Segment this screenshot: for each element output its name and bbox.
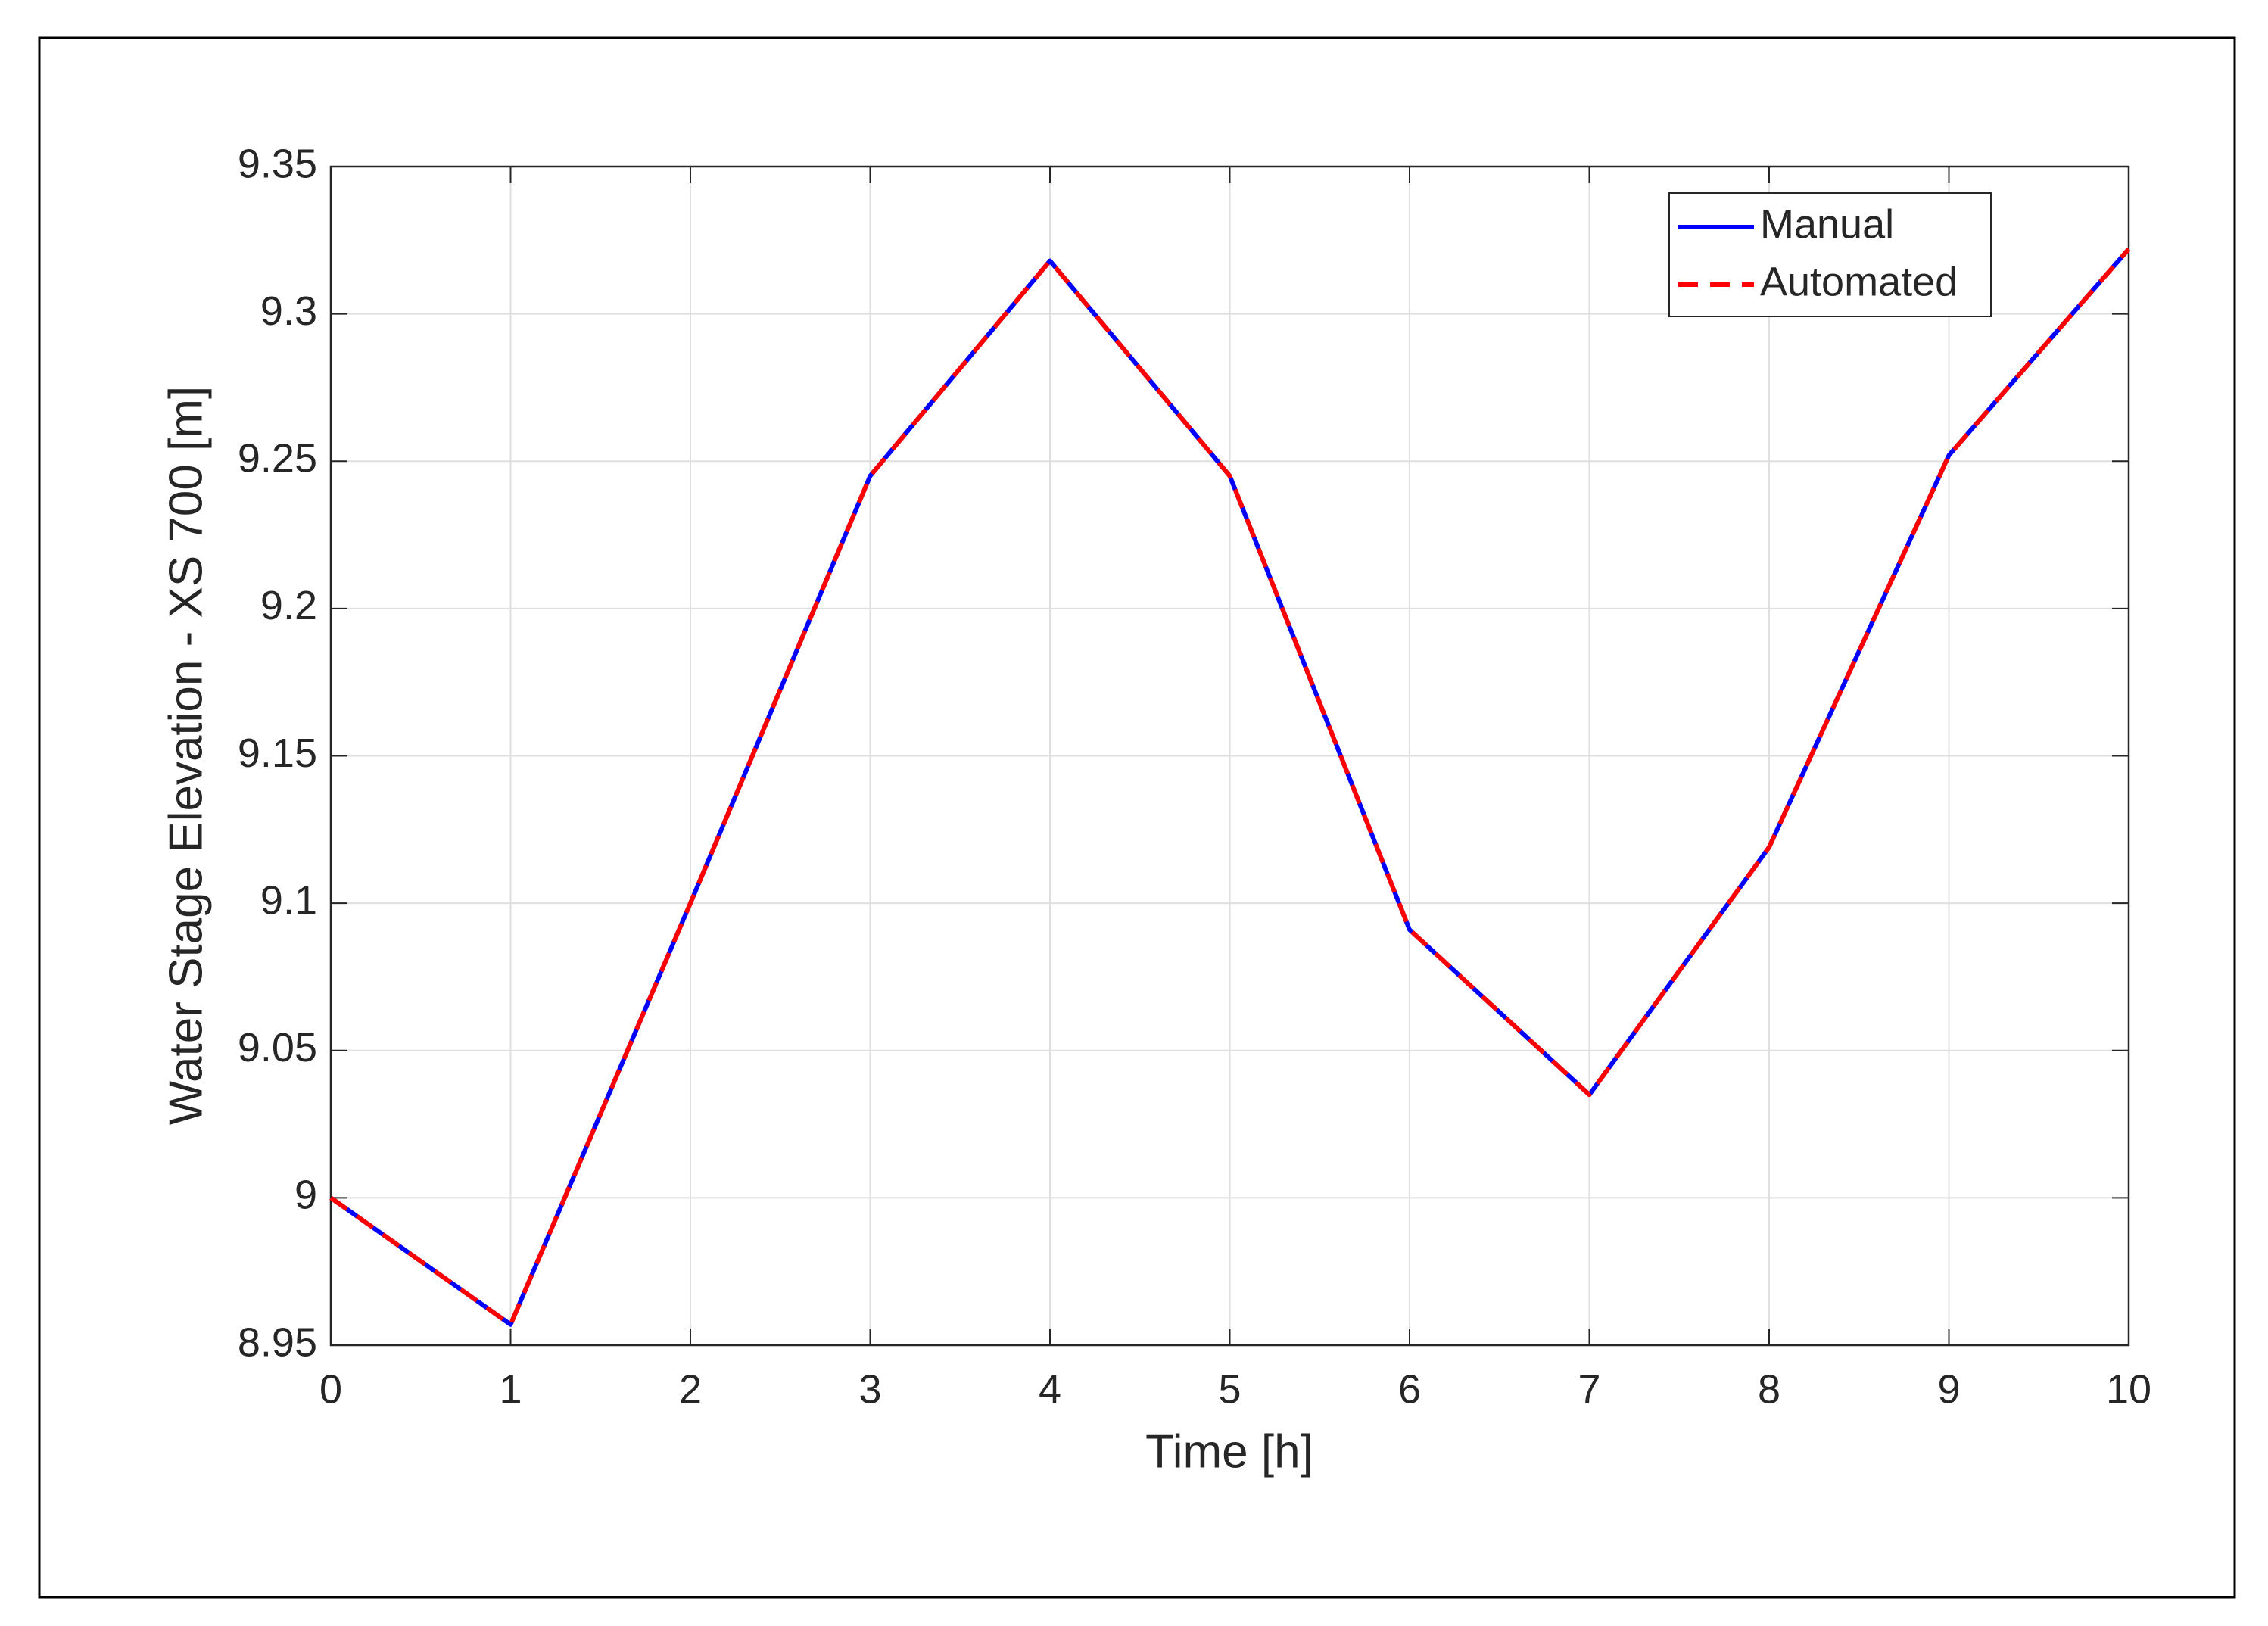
x-tick-label: 8	[1758, 1366, 1780, 1412]
legend-label: Manual	[1760, 201, 1894, 247]
x-tick-label: 5	[1218, 1366, 1241, 1412]
y-tick-label: 9	[294, 1173, 317, 1218]
y-tick-label: 9.25	[238, 436, 317, 481]
y-tick-label: 9.2	[260, 583, 317, 628]
x-axis-label: Time [h]	[1145, 1425, 1313, 1478]
x-tick-label: 1	[499, 1366, 522, 1412]
x-tick-label: 0	[319, 1366, 342, 1412]
y-tick-label: 9.35	[238, 141, 317, 186]
y-tick-label: 9.3	[260, 288, 317, 334]
legend-box	[1668, 192, 1992, 317]
plot-border	[329, 165, 2130, 1347]
legend-label: Automated	[1760, 259, 1958, 304]
y-tick-label: 8.95	[238, 1319, 317, 1365]
y-tick-label: 9.15	[238, 730, 317, 776]
x-tick-label: 3	[858, 1366, 881, 1412]
x-tick-label: 4	[1039, 1366, 1061, 1412]
x-tick-label: 2	[679, 1366, 702, 1412]
x-tick-label: 7	[1578, 1366, 1600, 1412]
x-tick-label: 10	[2106, 1366, 2151, 1412]
x-tick-label: 6	[1398, 1366, 1421, 1412]
series-line	[329, 248, 2131, 1327]
y-tick-label: 9.05	[238, 1025, 317, 1070]
y-tick-label: 9.1	[260, 877, 317, 923]
y-axis-label: Water Stage Elevation - XS 700 [m]	[160, 386, 212, 1125]
x-tick-label: 9	[1937, 1366, 1960, 1412]
